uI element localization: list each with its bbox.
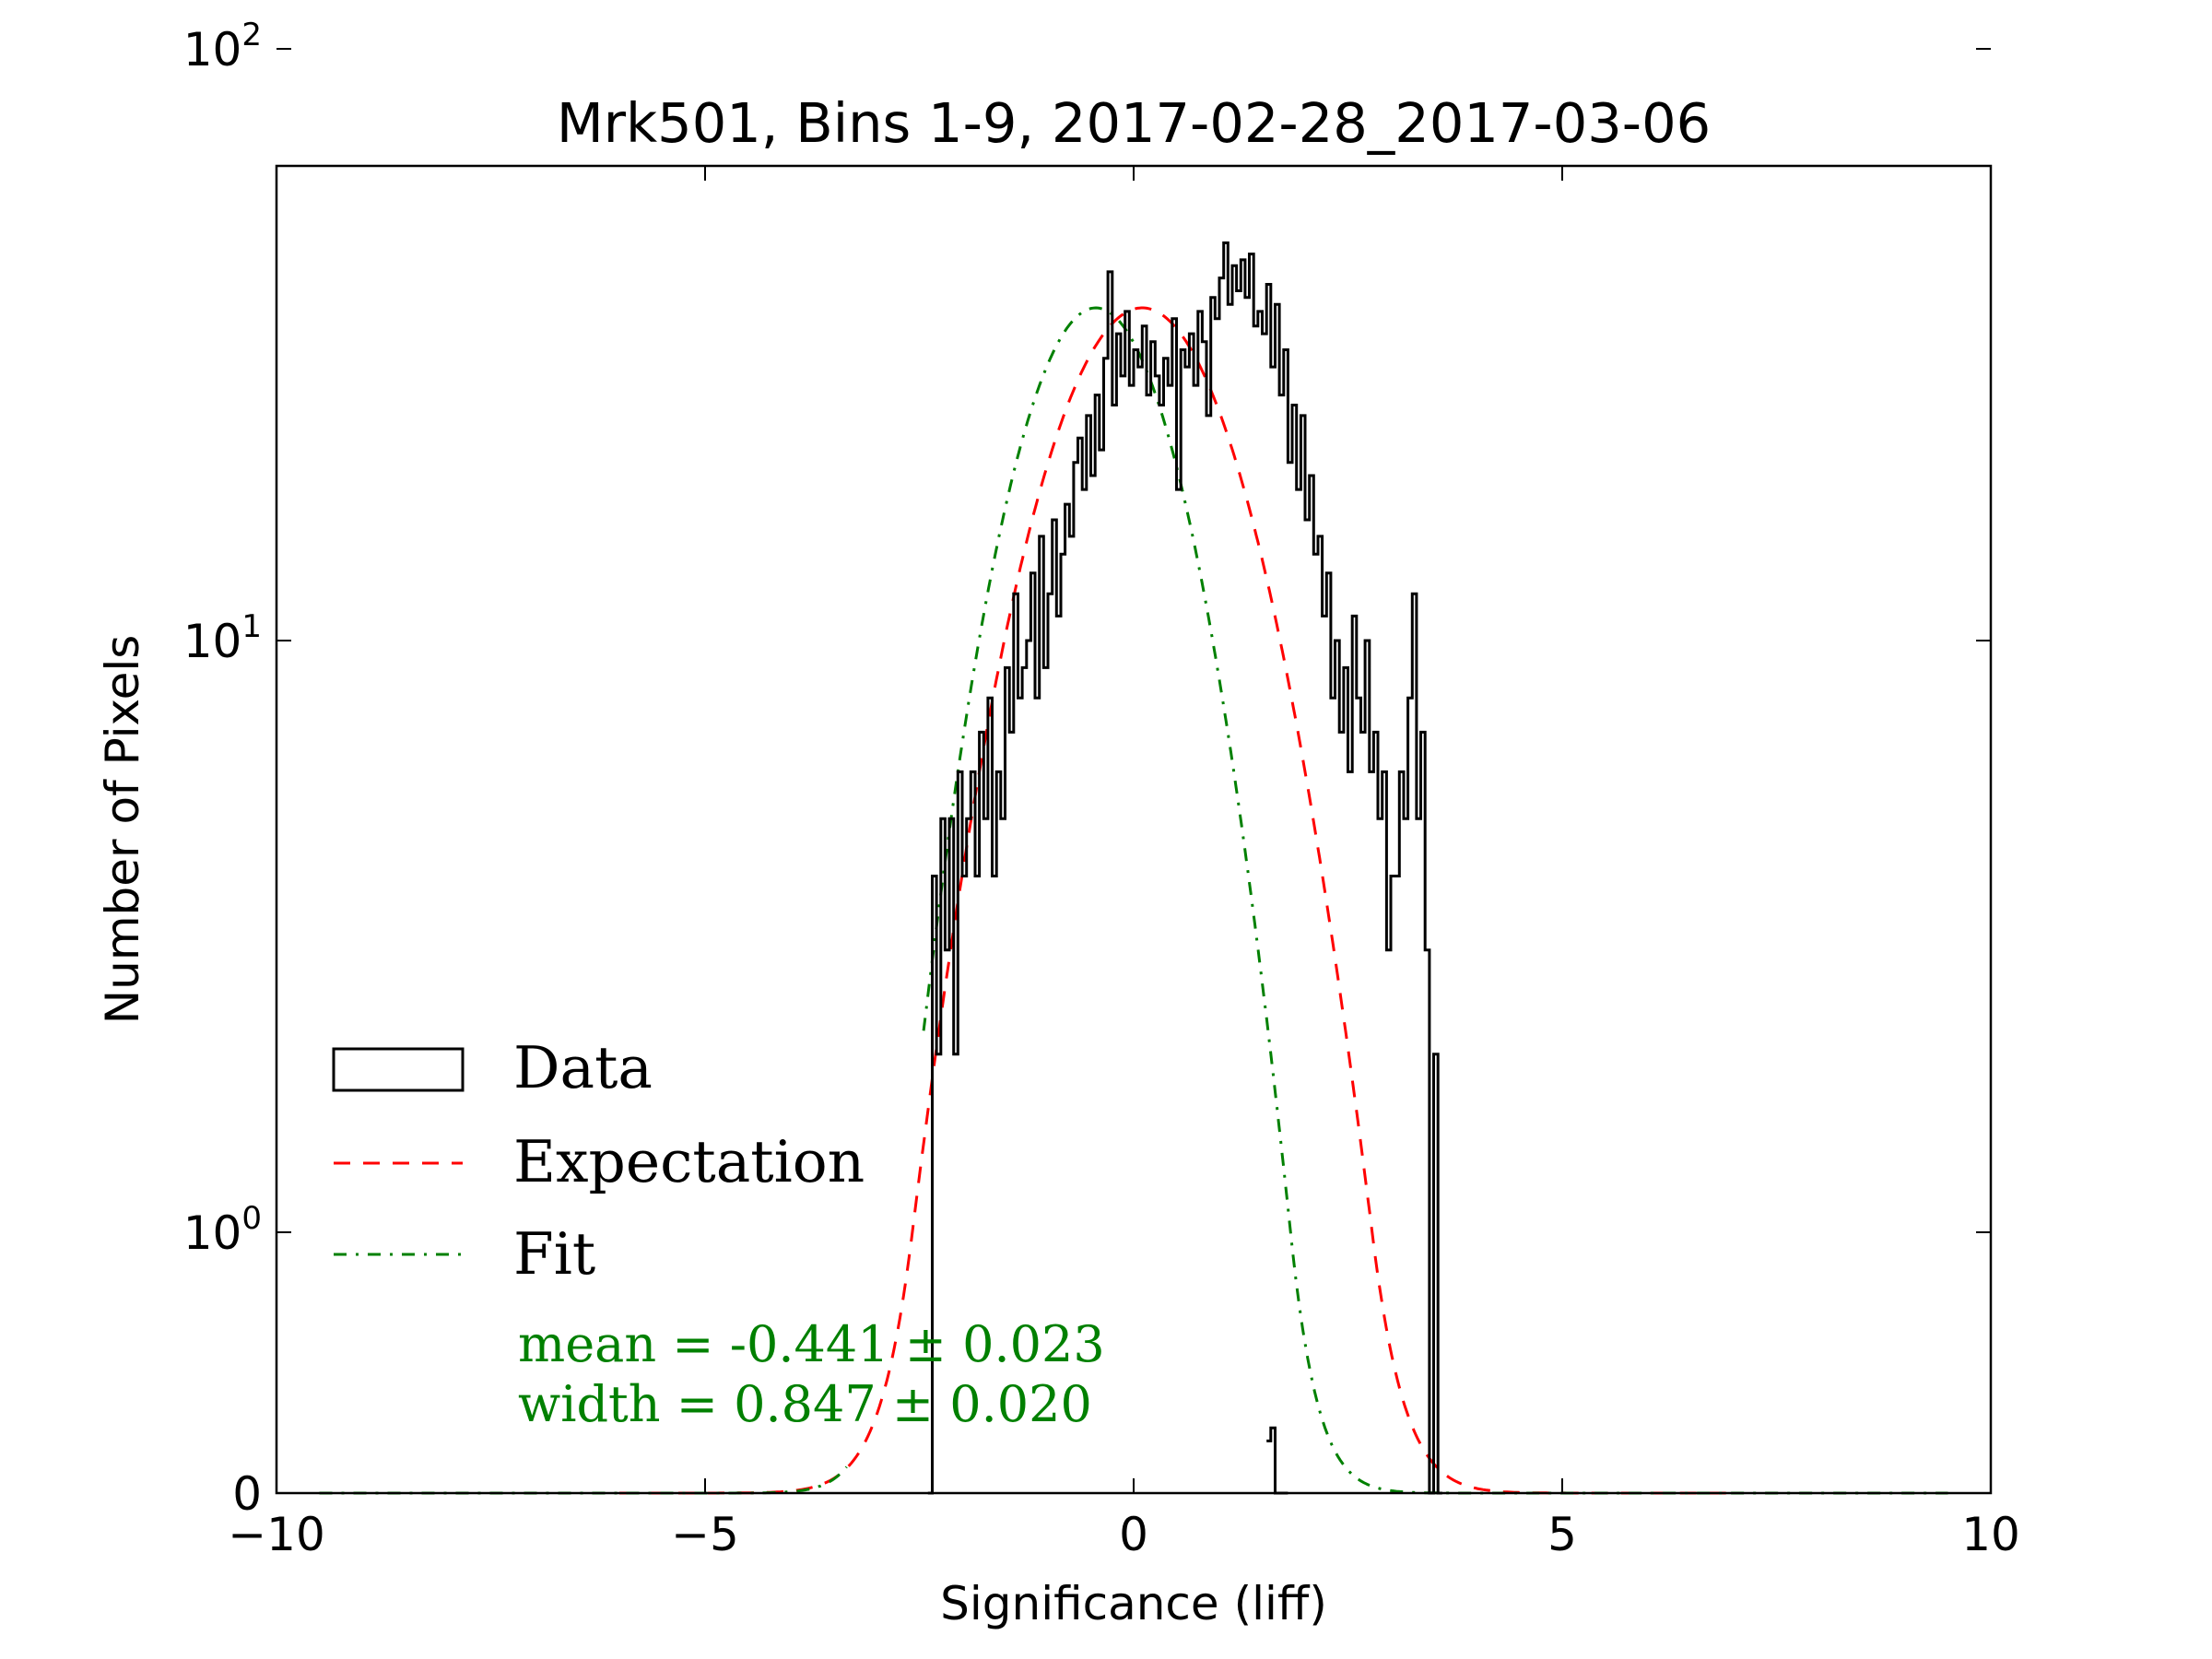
y-tick-label: 102	[183, 17, 262, 76]
fit-mean-annotation: mean = -0.441 ± 0.023	[518, 1315, 1105, 1373]
y-tick-label: 101	[183, 608, 262, 668]
x-tick-label: 0	[1119, 1508, 1148, 1561]
x-tick-label: −10	[228, 1508, 325, 1561]
y-axis-label: Number of Pixels	[96, 635, 149, 1025]
axes-background	[276, 166, 1991, 1493]
legend-swatch-data	[332, 1047, 465, 1092]
y-tick-label: 100	[183, 1200, 262, 1260]
chart-title: Mrk501, Bins 1-9, 2017-02-28_2017-03-06	[557, 91, 1711, 155]
y-tick-label: 0	[232, 1467, 262, 1521]
legend: Data Expectation Fit	[332, 1034, 865, 1288]
x-axis-label: Significance (liff)	[940, 1577, 1327, 1630]
legend-label-fit: Fit	[513, 1220, 595, 1288]
x-tick-label: 10	[1961, 1508, 2020, 1561]
legend-item-fit: Fit	[334, 1220, 595, 1288]
data-histogram	[927, 241, 1442, 1495]
x-tick-label: −5	[671, 1508, 739, 1561]
legend-item-expectation: Expectation	[334, 1128, 865, 1195]
legend-label-data: Data	[513, 1034, 653, 1101]
legend-item-data: Data	[332, 1034, 653, 1101]
legend-label-expectation: Expectation	[513, 1128, 865, 1195]
fit-width-annotation: width = 0.847 ± 0.020	[518, 1375, 1092, 1433]
x-tick-label: 5	[1547, 1508, 1577, 1561]
